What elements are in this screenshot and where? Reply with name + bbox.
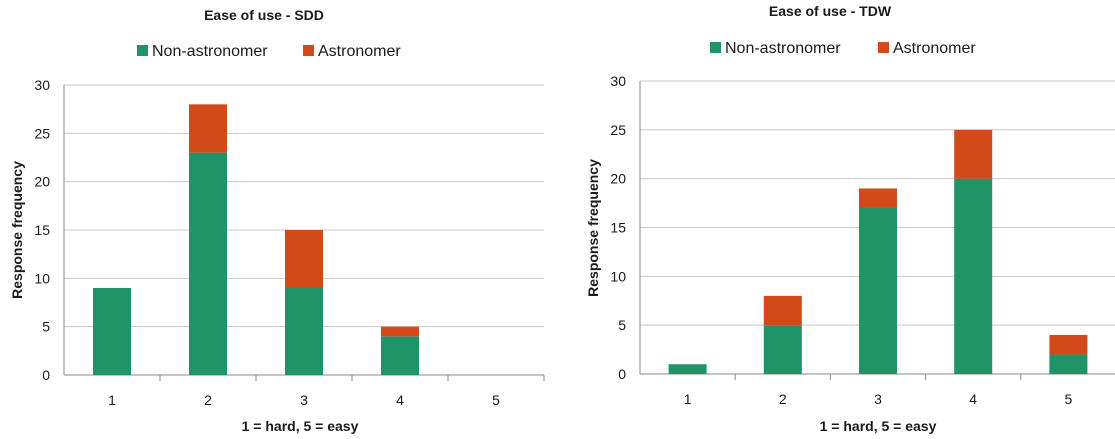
y-tick-label: 15 xyxy=(610,220,626,236)
x-tick-label: 4 xyxy=(969,391,977,407)
x-axis-ticks: 1 2 3 4 5 xyxy=(684,374,1073,407)
bar-astronomer-5 xyxy=(1049,334,1088,355)
bar-astronomer-3 xyxy=(285,230,323,288)
bar-non-astronomer-2 xyxy=(189,152,227,375)
chart-title: Ease of use - TDW xyxy=(769,3,892,19)
legend-swatch-non-astronomer xyxy=(710,42,721,53)
bar-astronomer-4 xyxy=(381,326,419,337)
legend-swatch-astronomer xyxy=(878,42,889,53)
y-axis-ticks: 0 5 10 15 20 25 30 xyxy=(610,73,626,382)
y-axis-label: Response frequency xyxy=(9,161,25,299)
x-tick-label: 2 xyxy=(779,391,787,407)
legend-label-astronomer: Astronomer xyxy=(318,43,401,60)
y-tick-label: 25 xyxy=(610,122,626,138)
bar-non-astronomer-2 xyxy=(763,325,802,374)
y-axis-ticks: 0 5 10 15 20 25 30 xyxy=(34,77,50,383)
chart-sdd: Ease of use - SDD Non-astronomer Astrono… xyxy=(9,7,545,434)
y-tick-label: 30 xyxy=(610,73,626,89)
bar-non-astronomer-4 xyxy=(381,336,419,375)
bar-non-astronomer-1 xyxy=(668,364,707,374)
bar-astronomer-2 xyxy=(763,295,802,326)
bar-non-astronomer-4 xyxy=(954,178,993,374)
y-tick-label: 20 xyxy=(610,171,626,187)
y-tick-label: 30 xyxy=(34,77,50,93)
x-tick-label: 3 xyxy=(874,391,882,407)
x-axis-label: 1 = hard, 5 = easy xyxy=(820,418,937,434)
legend-swatch-astronomer xyxy=(303,45,314,56)
chart-tdw: Ease of use - TDW Non-astronomer Astrono… xyxy=(585,3,1115,434)
x-tick-label: 2 xyxy=(204,392,212,408)
y-tick-label: 10 xyxy=(610,268,626,284)
bars xyxy=(668,129,1088,374)
x-tick-label: 3 xyxy=(300,392,308,408)
y-tick-label: 0 xyxy=(618,366,626,382)
x-axis-label: 1 = hard, 5 = easy xyxy=(242,418,359,434)
bar-astronomer-2 xyxy=(189,104,227,153)
bar-non-astronomer-1 xyxy=(93,288,131,375)
legend: Non-astronomer Astronomer xyxy=(137,43,401,60)
y-tick-label: 0 xyxy=(42,367,50,383)
x-tick-label: 1 xyxy=(684,391,692,407)
y-axis-label: Response frequency xyxy=(585,159,601,297)
y-tick-label: 5 xyxy=(618,317,626,333)
x-axis-ticks: 1 2 3 4 5 xyxy=(108,375,545,408)
bar-astronomer-3 xyxy=(859,188,897,208)
y-tick-label: 20 xyxy=(34,174,50,190)
bar-non-astronomer-3 xyxy=(859,207,897,374)
bar-non-astronomer-3 xyxy=(285,288,323,375)
chart-title: Ease of use - SDD xyxy=(204,7,324,23)
bars xyxy=(93,104,419,375)
x-tick-label: 4 xyxy=(396,392,404,408)
legend-label-astronomer: Astronomer xyxy=(893,40,976,57)
legend: Non-astronomer Astronomer xyxy=(710,40,976,57)
y-tick-label: 25 xyxy=(34,125,50,141)
bar-astronomer-4 xyxy=(954,129,993,179)
y-tick-label: 5 xyxy=(42,319,50,335)
y-tick-label: 15 xyxy=(34,222,50,238)
y-tick-label: 10 xyxy=(34,270,50,286)
x-tick-label: 1 xyxy=(108,392,116,408)
bar-non-astronomer-5 xyxy=(1049,354,1088,374)
x-tick-label: 5 xyxy=(1065,391,1073,407)
legend-swatch-non-astronomer xyxy=(137,45,148,56)
legend-label-non-astronomer: Non-astronomer xyxy=(725,40,841,57)
x-tick-label: 5 xyxy=(492,392,500,408)
legend-label-non-astronomer: Non-astronomer xyxy=(152,43,268,60)
